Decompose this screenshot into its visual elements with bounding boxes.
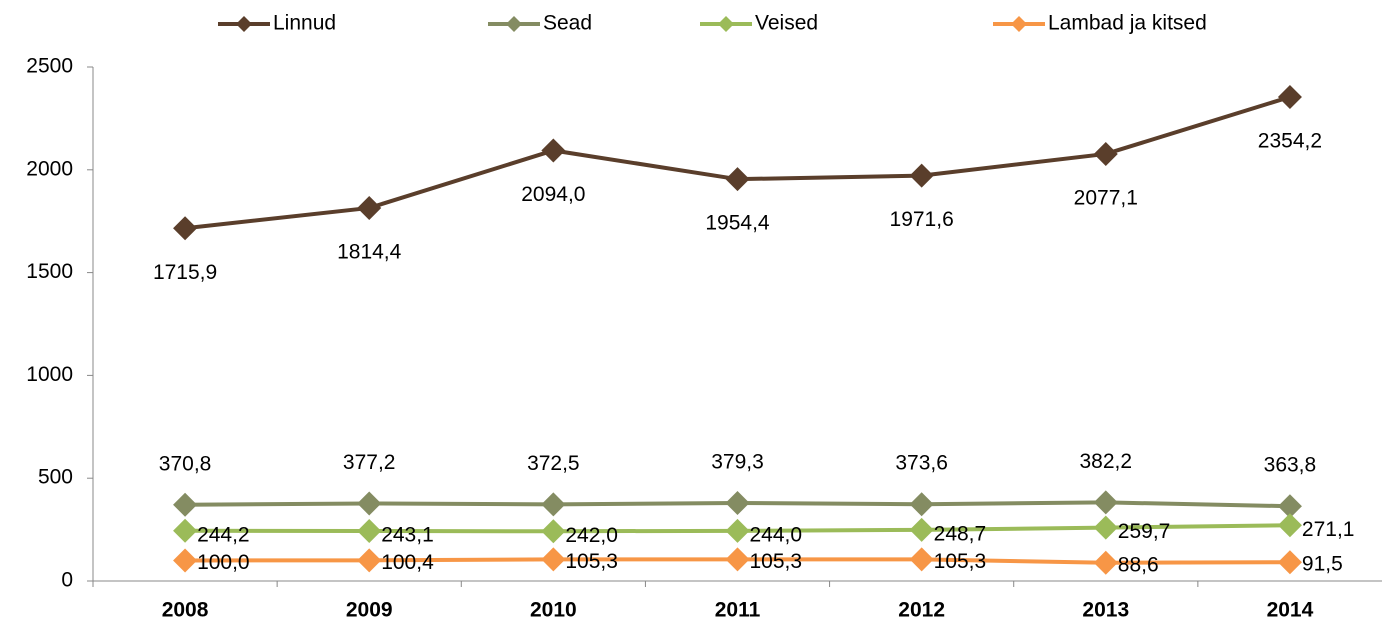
data-label: 377,2 — [343, 451, 396, 474]
legend-label: Linnud — [273, 12, 336, 35]
data-label: 1954,4 — [705, 212, 770, 235]
x-tick-label: 2011 — [715, 599, 761, 622]
marker — [909, 517, 934, 542]
marker — [173, 216, 198, 241]
x-tick-label: 2012 — [898, 599, 945, 622]
marker — [1093, 490, 1118, 515]
x-tick-label: 2014 — [1267, 599, 1314, 622]
x-tick-label: 2008 — [162, 599, 209, 622]
data-label: 105,3 — [565, 550, 618, 573]
data-label: 1814,4 — [337, 241, 402, 264]
data-label: 242,0 — [565, 524, 618, 547]
y-tick-label: 1000 — [26, 363, 73, 386]
marker — [1277, 84, 1302, 109]
marker — [725, 547, 750, 572]
marker — [357, 519, 382, 544]
marker — [1093, 141, 1118, 166]
marker — [1093, 550, 1118, 575]
marker — [1277, 550, 1302, 575]
marker — [725, 491, 750, 516]
marker — [1277, 513, 1302, 538]
legend-marker — [718, 16, 734, 32]
data-label: 1971,6 — [890, 208, 954, 231]
marker — [541, 492, 566, 517]
data-label: 370,8 — [159, 452, 212, 475]
data-label: 271,1 — [1302, 518, 1355, 541]
data-label: 373,6 — [895, 452, 948, 475]
data-label: 2094,0 — [521, 183, 585, 206]
marker — [1093, 515, 1118, 540]
data-label: 372,5 — [527, 452, 580, 475]
marker — [173, 548, 198, 573]
marker — [541, 138, 566, 163]
data-label: 100,4 — [381, 551, 434, 574]
legend-label: Veised — [755, 12, 818, 35]
marker — [357, 491, 382, 516]
y-tick-label: 500 — [38, 466, 73, 489]
x-tick-label: 2010 — [530, 599, 577, 622]
marker — [725, 167, 750, 192]
y-tick-label: 2500 — [26, 55, 73, 78]
data-label: 243,1 — [381, 524, 434, 547]
data-label: 379,3 — [711, 451, 764, 474]
data-label: 91,5 — [1302, 553, 1343, 576]
legend-label: Lambad ja kitsed — [1048, 12, 1207, 35]
y-tick-label: 0 — [61, 569, 73, 592]
marker — [909, 492, 934, 517]
marker — [173, 492, 198, 517]
y-tick-label: 1500 — [26, 260, 73, 283]
marker — [1277, 494, 1302, 519]
marker — [909, 547, 934, 572]
marker — [357, 548, 382, 573]
y-tick-label: 2000 — [26, 157, 73, 180]
legend-marker — [506, 16, 522, 32]
legend-label: Sead — [543, 12, 592, 35]
data-label: 363,8 — [1264, 454, 1317, 477]
legend-marker — [236, 16, 252, 32]
marker — [541, 547, 566, 572]
data-label: 248,7 — [934, 522, 987, 545]
marker — [909, 163, 934, 188]
data-label: 2077,1 — [1074, 186, 1138, 209]
marker — [725, 518, 750, 543]
data-label: 1715,9 — [153, 261, 217, 284]
data-label: 88,6 — [1118, 553, 1159, 576]
x-tick-label: 2013 — [1082, 599, 1129, 622]
data-label: 259,7 — [1118, 520, 1171, 543]
data-label: 105,3 — [750, 550, 803, 573]
marker — [357, 195, 382, 220]
data-label: 244,2 — [197, 523, 250, 546]
data-label: 244,0 — [750, 523, 803, 546]
data-label: 100,0 — [197, 551, 250, 574]
data-label: 105,3 — [934, 550, 987, 573]
marker — [173, 518, 198, 543]
x-tick-label: 2009 — [346, 599, 393, 622]
data-label: 2354,2 — [1258, 130, 1322, 153]
marker — [541, 519, 566, 544]
data-label: 382,2 — [1080, 450, 1133, 473]
legend-marker — [1011, 16, 1027, 32]
